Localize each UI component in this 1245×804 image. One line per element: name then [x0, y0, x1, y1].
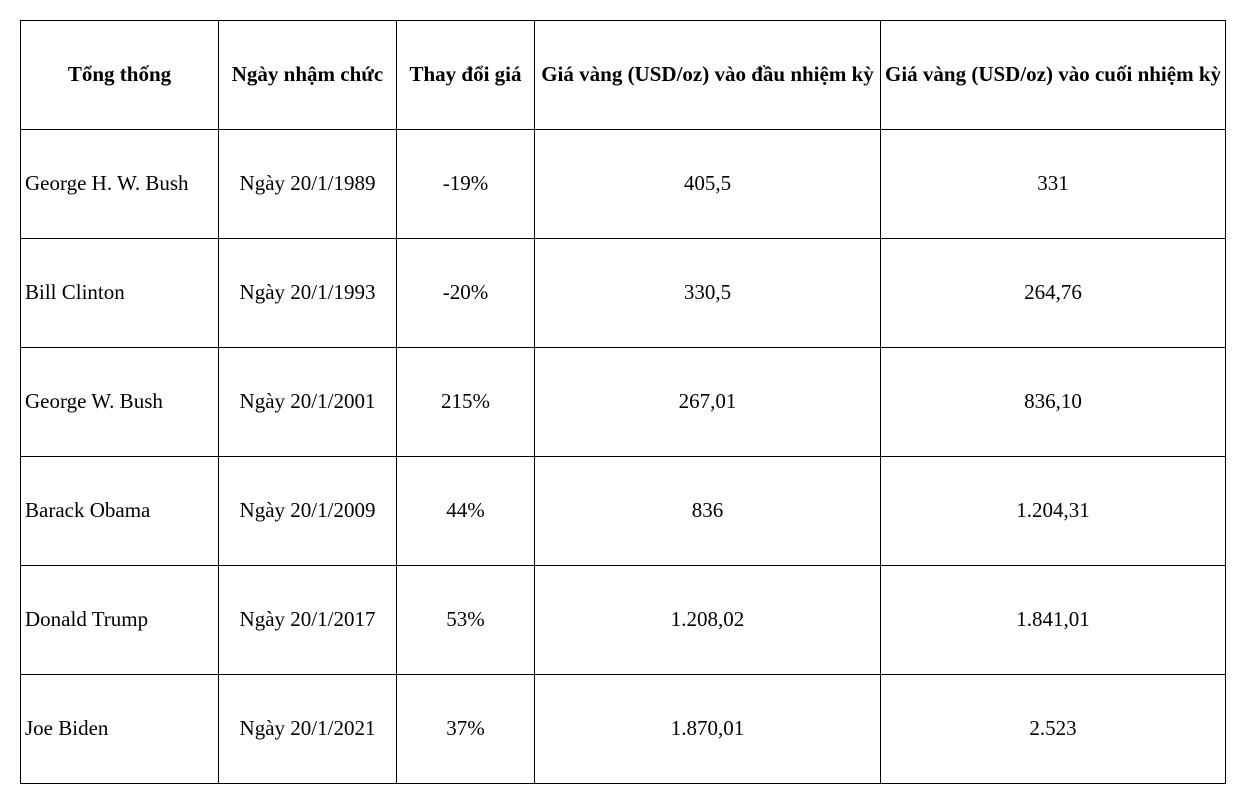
- cell-date: Ngày 20/1/2021: [219, 675, 397, 784]
- cell-president: Joe Biden: [21, 675, 219, 784]
- cell-date: Ngày 20/1/1993: [219, 239, 397, 348]
- table-row: George H. W. Bush Ngày 20/1/1989 -19% 40…: [21, 130, 1226, 239]
- col-president: Tổng thống: [21, 21, 219, 130]
- table-row: Bill Clinton Ngày 20/1/1993 -20% 330,5 2…: [21, 239, 1226, 348]
- cell-date: Ngày 20/1/1989: [219, 130, 397, 239]
- table-row: Donald Trump Ngày 20/1/2017 53% 1.208,02…: [21, 566, 1226, 675]
- cell-change: -20%: [397, 239, 535, 348]
- cell-president: Donald Trump: [21, 566, 219, 675]
- cell-price-start: 405,5: [535, 130, 881, 239]
- table-header-row: Tổng thống Ngày nhậm chức Thay đổi giá G…: [21, 21, 1226, 130]
- table-row: George W. Bush Ngày 20/1/2001 215% 267,0…: [21, 348, 1226, 457]
- col-price-change: Thay đổi giá: [397, 21, 535, 130]
- cell-president: Barack Obama: [21, 457, 219, 566]
- gold-price-table: Tổng thống Ngày nhậm chức Thay đổi giá G…: [20, 20, 1226, 784]
- col-price-end: Giá vàng (USD/oz) vào cuối nhiệm kỳ: [881, 21, 1226, 130]
- cell-date: Ngày 20/1/2017: [219, 566, 397, 675]
- cell-price-start: 836: [535, 457, 881, 566]
- cell-price-end: 331: [881, 130, 1226, 239]
- cell-price-start: 1.208,02: [535, 566, 881, 675]
- cell-price-start: 267,01: [535, 348, 881, 457]
- cell-change: 44%: [397, 457, 535, 566]
- cell-price-end: 2.523: [881, 675, 1226, 784]
- cell-change: 37%: [397, 675, 535, 784]
- cell-change: 215%: [397, 348, 535, 457]
- cell-president: George H. W. Bush: [21, 130, 219, 239]
- cell-president: Bill Clinton: [21, 239, 219, 348]
- cell-price-end: 1.204,31: [881, 457, 1226, 566]
- cell-price-end: 264,76: [881, 239, 1226, 348]
- cell-price-start: 330,5: [535, 239, 881, 348]
- col-inaug-date: Ngày nhậm chức: [219, 21, 397, 130]
- cell-date: Ngày 20/1/2001: [219, 348, 397, 457]
- cell-president: George W. Bush: [21, 348, 219, 457]
- cell-price-end: 1.841,01: [881, 566, 1226, 675]
- cell-change: -19%: [397, 130, 535, 239]
- table-row: Barack Obama Ngày 20/1/2009 44% 836 1.20…: [21, 457, 1226, 566]
- col-price-start: Giá vàng (USD/oz) vào đầu nhiệm kỳ: [535, 21, 881, 130]
- cell-change: 53%: [397, 566, 535, 675]
- table-row: Joe Biden Ngày 20/1/2021 37% 1.870,01 2.…: [21, 675, 1226, 784]
- cell-price-start: 1.870,01: [535, 675, 881, 784]
- cell-date: Ngày 20/1/2009: [219, 457, 397, 566]
- cell-price-end: 836,10: [881, 348, 1226, 457]
